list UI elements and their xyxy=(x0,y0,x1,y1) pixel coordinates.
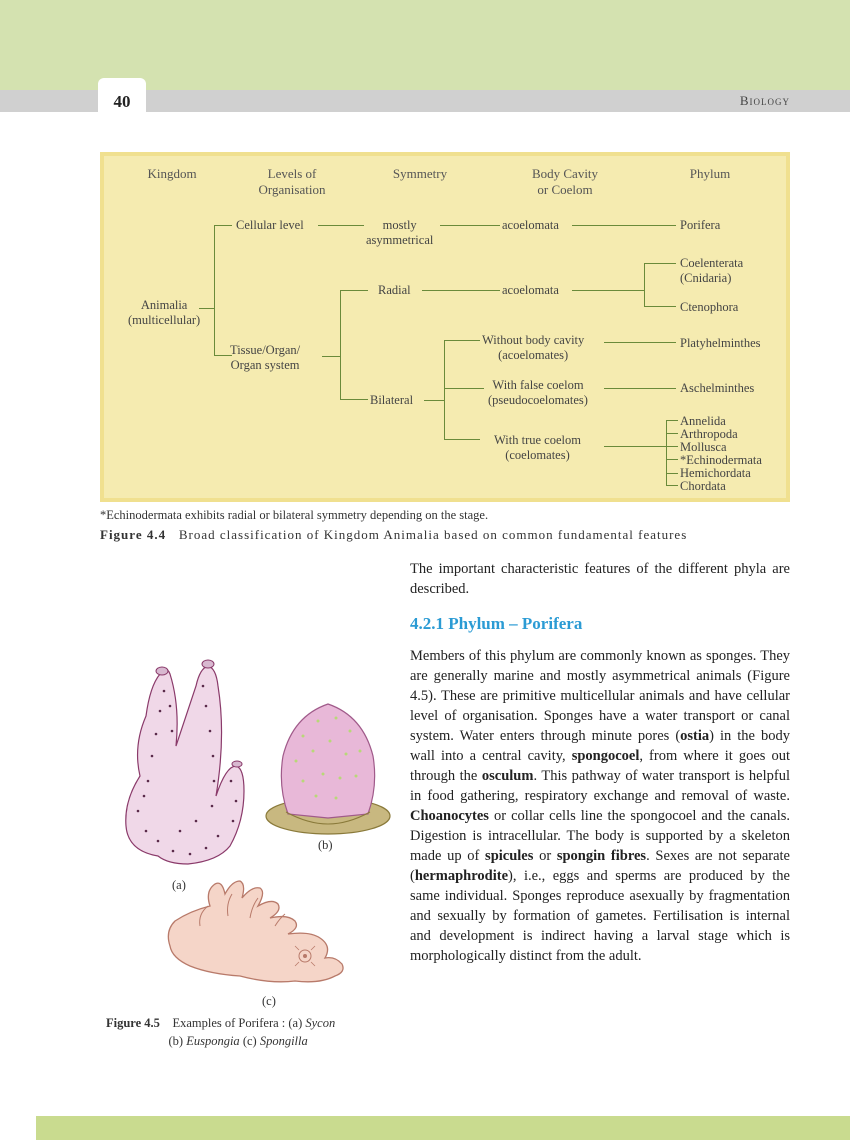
node-animalia: Animalia (multicellular) xyxy=(128,298,200,328)
classification-diagram: Kingdom Levels of Organisation Symmetry … xyxy=(100,152,790,502)
node-mostly-asym: mostly asymmetrical xyxy=(366,218,433,248)
node-acoel2: acoelomata xyxy=(502,283,559,298)
top-green-band xyxy=(0,0,850,90)
node-ctenophora: Ctenophora xyxy=(680,300,738,315)
fig-4-5-spongilla: Spongilla xyxy=(260,1034,308,1048)
label-a: (a) xyxy=(172,878,186,893)
node-chordata: Chordata xyxy=(680,479,726,494)
node-radial: Radial xyxy=(378,283,411,298)
header-levels: Levels of Organisation xyxy=(232,166,352,198)
page-number: 40 xyxy=(98,78,146,116)
fig-4-5-c: (c) xyxy=(240,1034,260,1048)
node-bilateral: Bilateral xyxy=(370,393,413,408)
node-platy: Platyhelminthes xyxy=(680,336,761,351)
fig-4-5-euspongia: Euspongia xyxy=(186,1034,239,1048)
bottom-green-band xyxy=(36,1116,850,1140)
page-content: Kingdom Levels of Organisation Symmetry … xyxy=(0,112,850,1051)
label-c: (c) xyxy=(262,994,276,1009)
porifera-illustration: (a) (b) (c) xyxy=(100,646,400,1006)
fig-4-5-intro: Examples of Porifera : (a) xyxy=(172,1016,305,1030)
node-without: Without body cavity (acoelomates) xyxy=(482,333,584,363)
header-symmetry: Symmetry xyxy=(370,166,470,198)
diagram-headers: Kingdom Levels of Organisation Symmetry … xyxy=(104,156,786,198)
diagram-body: Animalia (multicellular) Cellular level … xyxy=(104,198,786,498)
porifera-svg xyxy=(100,646,400,1006)
intro-text: The important characteristic features of… xyxy=(410,559,790,600)
fig-4-4-bold: Figure 4.4 xyxy=(100,527,166,542)
diagram-footnote: *Echinodermata exhibits radial or bilate… xyxy=(100,508,790,523)
header-phylum: Phylum xyxy=(660,166,760,198)
section-heading: 4.2.1 Phylum – Porifera xyxy=(410,614,790,634)
node-porifera: Porifera xyxy=(680,218,720,233)
fig-4-5-bold: Figure 4.5 xyxy=(106,1016,160,1030)
node-acoel1: acoelomata xyxy=(502,218,559,233)
header-cavity: Body Cavity or Coelom xyxy=(500,166,630,198)
body-text: Members of this phylum are commonly know… xyxy=(410,646,790,1052)
fig-4-5-sycon: Sycon xyxy=(305,1016,335,1030)
two-column-layout: (a) (b) (c) Figure 4.5 Examples of Porif… xyxy=(100,646,790,1052)
node-cellular: Cellular level xyxy=(236,218,304,233)
header-kingdom: Kingdom xyxy=(122,166,222,198)
figure-4-4-caption: Figure 4.4 Broad classification of Kingd… xyxy=(100,527,790,543)
subject-label: Biology xyxy=(740,93,790,109)
fig-4-4-text: Broad classification of Kingdom Animalia… xyxy=(179,527,687,542)
node-tissue: Tissue/Organ/ Organ system xyxy=(230,343,300,373)
label-b: (b) xyxy=(318,838,333,853)
node-coelenterata: Coelenterata (Cnidaria) xyxy=(680,256,743,286)
node-withtrue: With true coelom (coelomates) xyxy=(494,433,581,463)
node-withfalse: With false coelom (pseudocoelomates) xyxy=(488,378,588,408)
left-column: (a) (b) (c) Figure 4.5 Examples of Porif… xyxy=(100,646,400,1052)
node-aschel: Aschelminthes xyxy=(680,381,754,396)
fig-4-5-b: (b) xyxy=(169,1034,187,1048)
figure-4-5-caption: Figure 4.5 Examples of Porifera : (a) Sy… xyxy=(100,1014,400,1052)
